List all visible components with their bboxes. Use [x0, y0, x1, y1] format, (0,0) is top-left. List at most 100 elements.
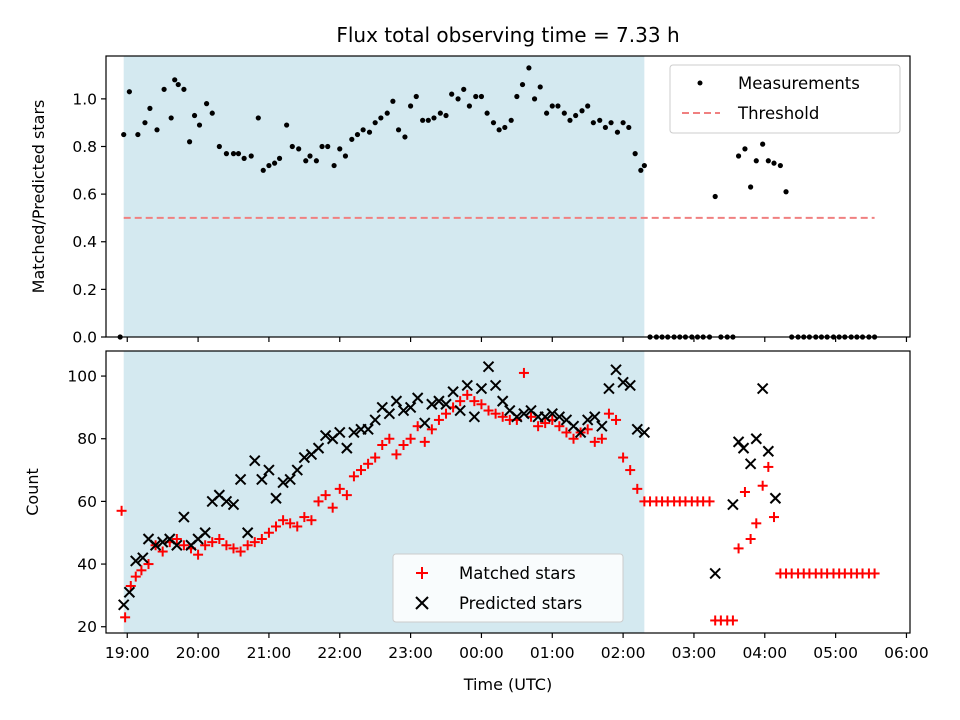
measurement-point [248, 153, 254, 159]
measurement-point [712, 193, 718, 200]
measurement-point [223, 151, 230, 157]
predicted-point [199, 527, 211, 539]
y-tick-label: 1.0 [72, 90, 97, 108]
measurement-point [161, 86, 167, 92]
predicted-point [638, 426, 651, 439]
matched-point [249, 537, 260, 548]
matched-point [751, 518, 762, 529]
matched-point [292, 521, 303, 532]
measurement-point [186, 139, 193, 145]
x-tick-label: 21:00 [247, 644, 292, 662]
measurement-point [121, 131, 127, 138]
predicted-point [156, 536, 169, 548]
predicted-point [737, 442, 750, 454]
x-tick-label: 22:00 [317, 644, 362, 662]
matched-point [391, 449, 402, 460]
measurement-point [337, 146, 343, 152]
predicted-point [475, 382, 488, 395]
matched-point [271, 521, 282, 532]
measurement-point [573, 112, 579, 119]
matched-point [221, 540, 232, 551]
measurement-point [191, 112, 198, 119]
matched-point [632, 483, 643, 494]
predicted-point [298, 451, 311, 464]
matched-point [143, 559, 154, 570]
count-legend-box [392, 553, 624, 623]
measurement-point [437, 110, 443, 116]
measurement-point [473, 93, 479, 100]
measurement-point [461, 86, 467, 92]
predicted-point [496, 395, 509, 407]
predicted-point [518, 407, 530, 420]
measurement-point [378, 115, 384, 121]
x-tick-label: 20:00 [176, 644, 221, 662]
measurement-point [372, 120, 378, 126]
matched-point [768, 512, 779, 523]
x-tick-label: 23:00 [388, 644, 433, 662]
x-tick-label: 02:00 [601, 644, 646, 662]
measurement-point [147, 105, 153, 111]
matched-point [469, 396, 480, 407]
measurement-point [203, 101, 210, 107]
measurement-point [384, 110, 390, 116]
predicted-point [341, 442, 353, 454]
predicted-point [404, 401, 417, 414]
measurement-point [196, 122, 203, 128]
measurement-point [537, 84, 543, 90]
ratio-x-axis-ticks [126, 337, 908, 342]
measurement-point [608, 120, 614, 126]
matched-point [497, 411, 508, 422]
predicted-point [581, 414, 594, 426]
predicted-point [440, 398, 452, 410]
measurement-point [742, 146, 748, 152]
matched-point [242, 540, 253, 551]
predicted-point [617, 376, 629, 389]
measurement-point [342, 153, 349, 159]
predicted-point [123, 586, 136, 598]
y-tick-label: 40 [77, 556, 97, 574]
measurement-point [443, 112, 449, 119]
matched-point [214, 534, 225, 544]
measurement-point [466, 103, 472, 109]
count-y-axis: 20 40 60 80 100 [67, 368, 106, 636]
measurement-point [390, 98, 396, 104]
legend-matched-label: Matched stars [459, 564, 576, 583]
matched-point [193, 549, 204, 560]
ratio-panel: 0.0 0.2 0.4 0.6 0.8 1.0 Matched/Predicted sta… [29, 55, 911, 347]
count-y-axis-label: Count [23, 468, 42, 516]
measurement-point [216, 143, 222, 150]
predicted-point [390, 395, 403, 407]
matched-point [356, 465, 367, 476]
predicted-point [454, 404, 466, 417]
matched-point [398, 440, 409, 450]
matched-point [739, 487, 750, 497]
y-tick-label: 0.8 [72, 138, 97, 156]
predicted-point [319, 429, 332, 442]
ratio-legend: Measurements Threshold [669, 64, 901, 134]
predicted-point [574, 426, 587, 439]
measurement-point [142, 120, 148, 126]
matched-point [869, 568, 880, 579]
predicted-point [241, 527, 254, 539]
predicted-point [277, 476, 289, 489]
count-plot-frame [105, 350, 911, 634]
measurement-point [514, 93, 520, 100]
predicted-point [553, 411, 566, 423]
measurement-point [354, 131, 361, 138]
measurement-point [331, 162, 337, 169]
matched-point [518, 367, 529, 378]
measurement-point [325, 143, 331, 150]
ratio-legend-box [669, 64, 901, 134]
predicted-point [234, 473, 247, 486]
matched-point [490, 408, 501, 419]
matched-point [455, 396, 466, 407]
measurement-point [126, 89, 132, 95]
matched-point [200, 540, 211, 551]
matched-point [377, 440, 388, 450]
measurement-point [402, 134, 408, 140]
measurement-point [777, 162, 783, 169]
ratio-y-axis-label: Matched/Predicted stars [29, 100, 48, 294]
matched-point [419, 436, 430, 447]
predicted-point [397, 404, 410, 417]
matched-point [704, 496, 715, 507]
